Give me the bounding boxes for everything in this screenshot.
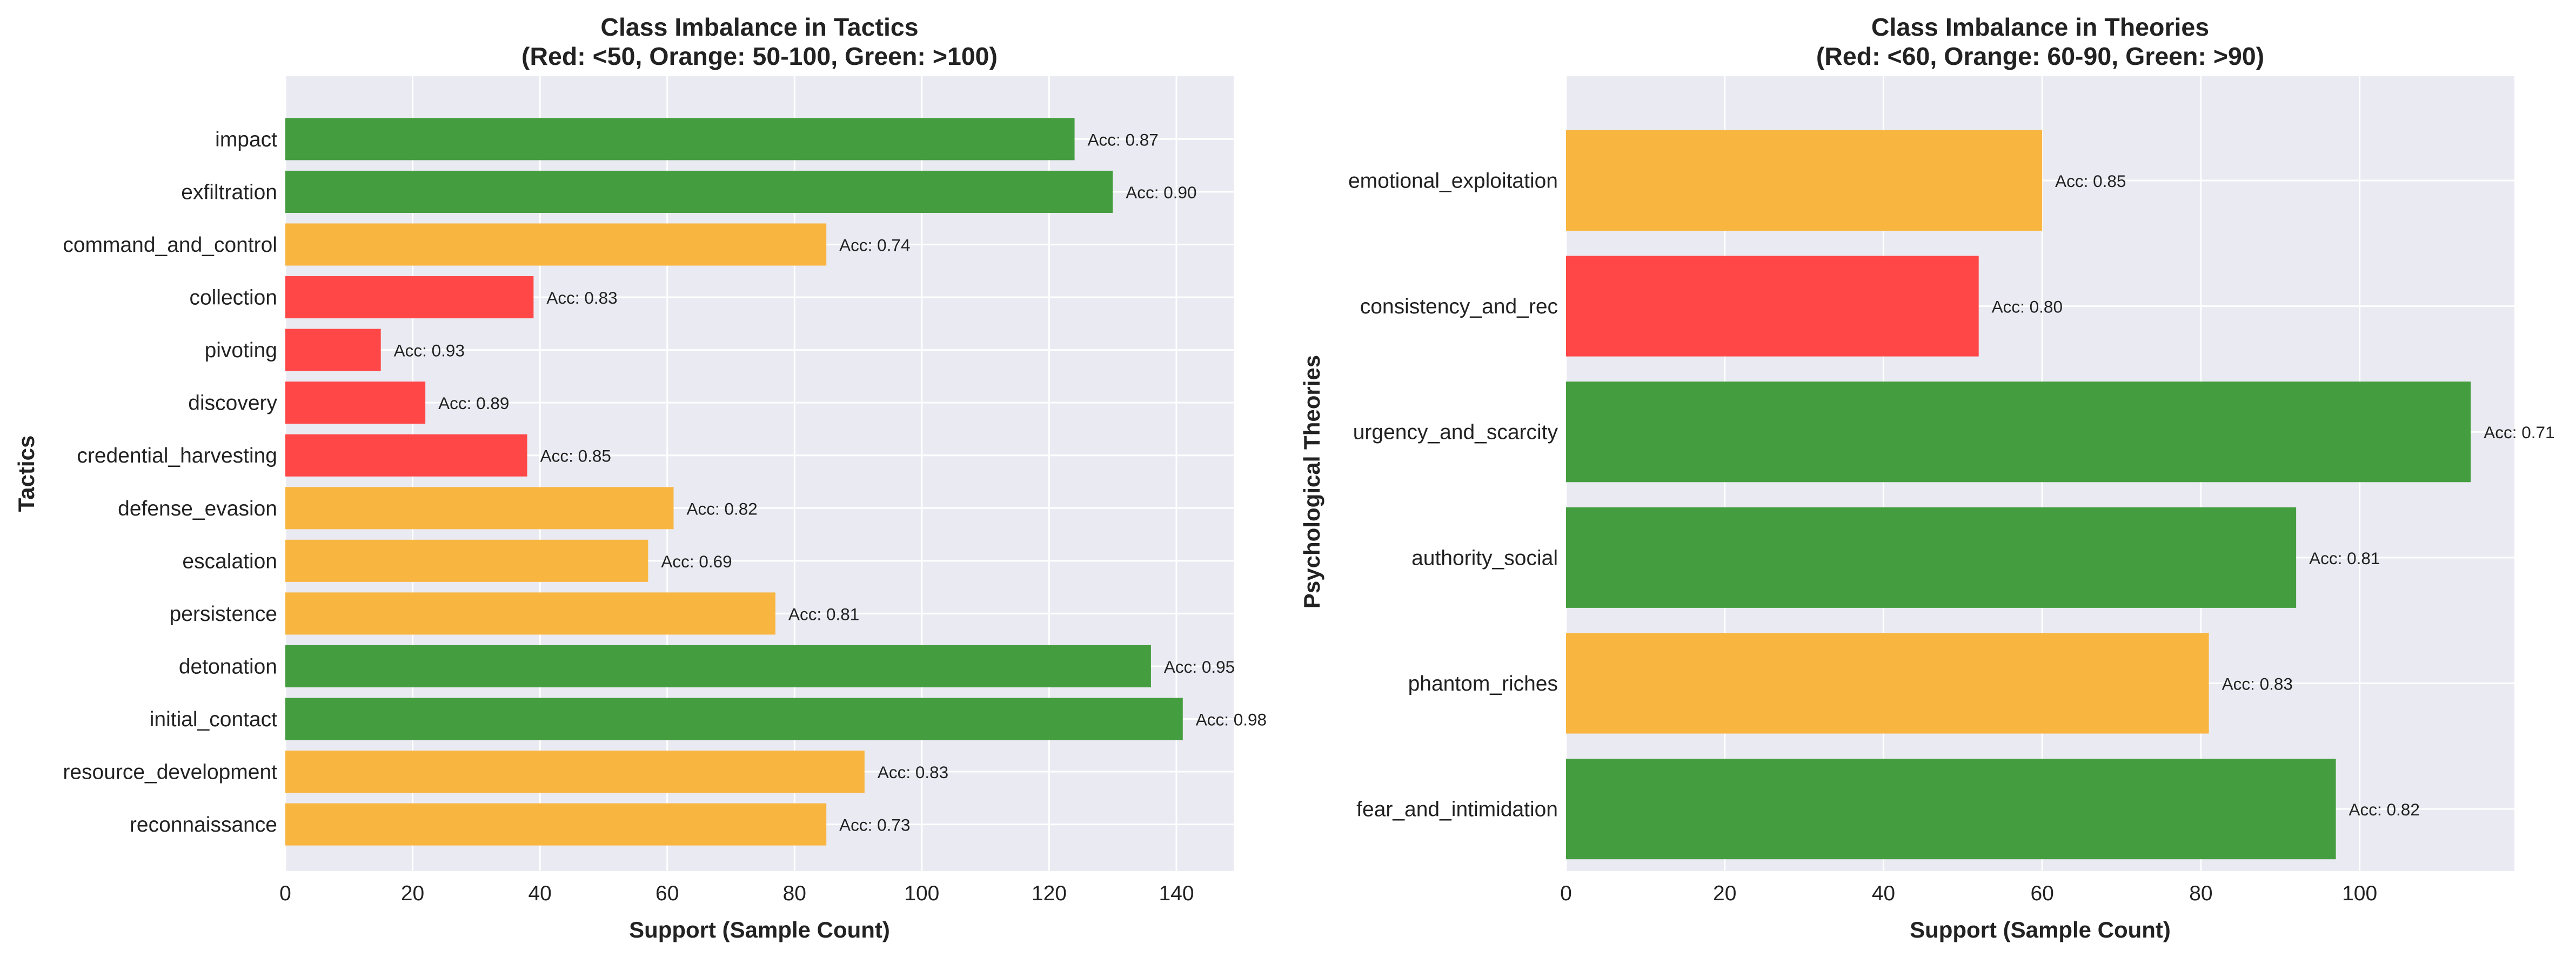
tactics-data-label: Acc: 0.95	[1164, 657, 1235, 677]
tactics-x-tick-label: 140	[1159, 882, 1194, 905]
theories-title: Class Imbalance in Theories	[1871, 13, 2209, 41]
theories-data-label: Acc: 0.85	[2055, 171, 2126, 191]
theories-bar-fear_and_intimidation	[1566, 759, 2336, 860]
theories-bars	[1566, 130, 2471, 860]
theories-y-tick-labels: emotional_exploitation consistency_and_re…	[1348, 169, 1558, 821]
tactics-bar-credential_harvesting	[285, 434, 527, 477]
theories-y-tick-label: authority_social	[1411, 546, 1558, 570]
theories-x-tick-label: 40	[1872, 882, 1895, 905]
tactics-bar-initial_contact	[285, 698, 1183, 740]
theories-y-axis-label: Psychological Theories	[1299, 355, 1324, 608]
tactics-bars	[285, 118, 1183, 846]
theories-y-tick-label: phantom_riches	[1408, 672, 1558, 695]
tactics-y-tick-label: defense_evasion	[118, 497, 277, 520]
tactics-bar-pivoting	[285, 329, 381, 371]
tactics-bar-impact	[285, 118, 1075, 160]
theories-data-label: Acc: 0.83	[2222, 674, 2293, 693]
tactics-data-label: Acc: 0.82	[686, 499, 757, 518]
theories-y-tick-label: fear_and_intimidation	[1356, 798, 1558, 821]
tactics-y-tick-label: resource_development	[63, 761, 277, 784]
tactics-data-label: Acc: 0.83	[878, 762, 948, 782]
tactics-data-label: Acc: 0.81	[788, 604, 859, 624]
theories-data-label: Acc: 0.80	[1992, 297, 2063, 317]
tactics-bar-exfiltration	[285, 170, 1113, 213]
tactics-x-tick-label: 100	[904, 882, 939, 905]
theories-y-tick-label: urgency_and_scarcity	[1353, 421, 1558, 444]
tactics-y-tick-label: initial_contact	[150, 708, 277, 731]
theories-subtitle: (Red: <60, Orange: 60-90, Green: >90)	[1816, 42, 2264, 70]
theories-y-tick-label: consistency_and_rec	[1360, 295, 1558, 318]
tactics-y-tick-label: exfiltration	[181, 180, 277, 204]
tactics-data-label: Acc: 0.85	[540, 446, 611, 466]
tactics-data-label: Acc: 0.83	[546, 288, 617, 307]
tactics-data-label: Acc: 0.93	[394, 341, 465, 360]
tactics-data-label: Acc: 0.69	[661, 552, 732, 571]
theories-x-tick-label: 0	[1560, 882, 1572, 905]
theories-chart: Acc: 0.85 Acc: 0.80 Acc: 0.71 Acc: 0.81 Acc:…	[1299, 13, 2555, 942]
theories-y-tick-label: emotional_exploitation	[1348, 169, 1558, 192]
tactics-y-tick-label: reconnaissance	[130, 813, 277, 836]
tactics-y-tick-label: pivoting	[205, 339, 277, 362]
theories-data-label: Acc: 0.82	[2349, 800, 2420, 819]
tactics-bar-collection	[285, 276, 534, 319]
tactics-bar-resource_development	[285, 751, 865, 793]
theories-x-tick-label: 100	[2342, 882, 2377, 905]
theories-x-tick-label: 80	[2189, 882, 2212, 905]
tactics-chart: Acc: 0.87 Acc: 0.90 Acc: 0.74 Acc: 0.83 Acc:…	[14, 13, 1267, 942]
tactics-y-tick-label: escalation	[182, 550, 277, 573]
tactics-y-tick-label: command_and_control	[63, 233, 277, 257]
theories-bar-authority_social	[1566, 507, 2297, 608]
tactics-bar-defense_evasion	[285, 487, 674, 530]
tactics-bar-persistence	[285, 592, 775, 635]
tactics-y-tick-label: persistence	[170, 603, 277, 626]
tactics-bar-escalation	[285, 539, 648, 582]
tactics-x-tick-label: 40	[528, 882, 551, 905]
tactics-x-tick-label: 0	[279, 882, 291, 905]
tactics-x-tick-label: 20	[401, 882, 424, 905]
theories-x-tick-label: 60	[2030, 882, 2053, 905]
theories-x-axis-label: Support (Sample Count)	[1910, 917, 2171, 942]
tactics-bar-discovery	[285, 382, 426, 424]
tactics-y-tick-labels: impact exfiltration command_and_controlcol…	[63, 128, 277, 836]
tactics-y-tick-label: collection	[189, 286, 277, 310]
theories-data-labels: Acc: 0.85 Acc: 0.80 Acc: 0.71 Acc: 0.81 Acc:…	[1992, 171, 2555, 819]
theories-bar-consistency_and_rec	[1566, 256, 1979, 357]
tactics-data-label: Acc: 0.89	[438, 393, 509, 413]
tactics-data-label: Acc: 0.73	[839, 815, 910, 835]
theories-data-label: Acc: 0.81	[2309, 548, 2380, 568]
theories-bar-emotional_exploitation	[1566, 130, 2043, 231]
theories-x-tick-label: 20	[1713, 882, 1736, 905]
theories-bar-phantom_riches	[1566, 633, 2209, 734]
theories-data-label: Acc: 0.71	[2484, 423, 2554, 442]
tactics-data-label: Acc: 0.90	[1126, 183, 1196, 202]
tactics-bar-reconnaissance	[285, 803, 827, 846]
tactics-bar-command_and_control	[285, 223, 827, 266]
theories-bar-urgency_and_scarcity	[1566, 382, 2471, 483]
tactics-x-tick-label: 60	[655, 882, 679, 905]
tactics-subtitle: (Red: <50, Orange: 50-100, Green: >100)	[521, 42, 998, 70]
theories-x-tick-labels: 0 20 40 60 80 100	[1560, 882, 2377, 905]
tactics-data-labels: Acc: 0.87 Acc: 0.90 Acc: 0.74 Acc: 0.83 Acc:…	[394, 130, 1267, 834]
tactics-data-label: Acc: 0.98	[1196, 710, 1267, 730]
tactics-x-axis-label: Support (Sample Count)	[629, 917, 890, 942]
tactics-y-tick-label: discovery	[188, 392, 277, 415]
tactics-y-tick-label: detonation	[179, 655, 277, 678]
tactics-title: Class Imbalance in Tactics	[600, 13, 918, 41]
tactics-y-axis-label: Tactics	[14, 436, 39, 512]
tactics-x-tick-label: 120	[1032, 882, 1067, 905]
tactics-y-tick-label: credential_harvesting	[77, 444, 277, 467]
tactics-x-tick-label: 80	[783, 882, 806, 905]
tactics-data-label: Acc: 0.74	[839, 236, 910, 255]
tactics-x-tick-labels: 0 20 40 60 80 100 120 140	[279, 882, 1194, 905]
tactics-y-tick-label: impact	[215, 128, 277, 151]
tactics-data-label: Acc: 0.87	[1088, 130, 1159, 149]
tactics-bar-detonation	[285, 645, 1151, 687]
